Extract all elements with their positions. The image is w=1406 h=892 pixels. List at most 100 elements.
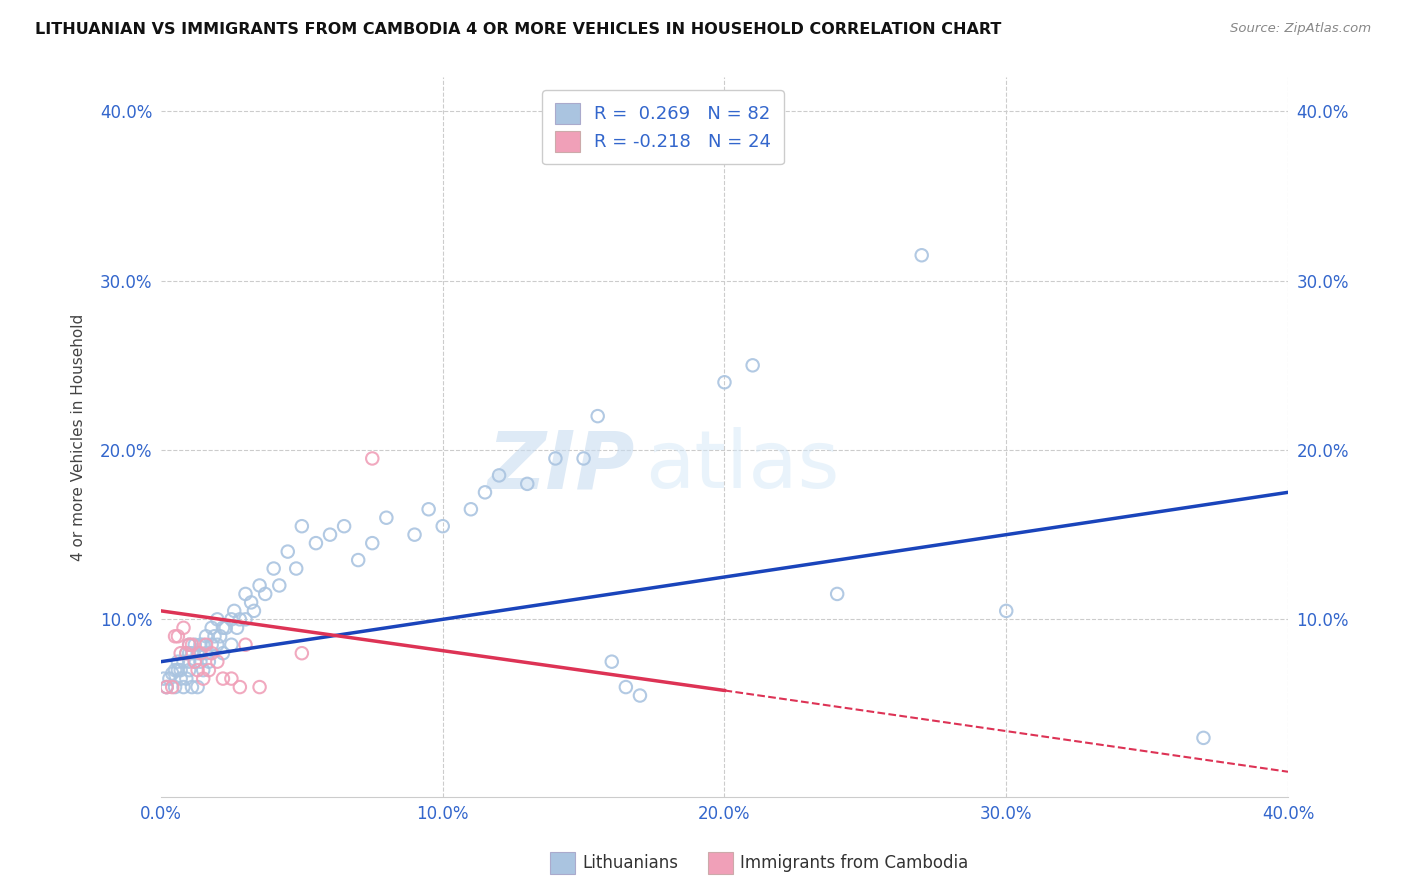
Point — [181, 646, 204, 660]
Point — [254, 587, 277, 601]
Point — [269, 578, 291, 592]
Point — [572, 451, 595, 466]
Point — [193, 638, 215, 652]
Point — [181, 638, 204, 652]
Point — [190, 638, 212, 652]
Point — [207, 638, 229, 652]
Point — [160, 680, 183, 694]
Point — [195, 638, 218, 652]
Point — [195, 646, 218, 660]
Point — [995, 604, 1018, 618]
Point — [187, 663, 209, 677]
Point — [235, 587, 257, 601]
Point — [224, 604, 246, 618]
Point — [195, 629, 218, 643]
Point — [911, 248, 934, 262]
Point — [516, 476, 538, 491]
Point — [375, 510, 398, 524]
Point — [167, 663, 190, 677]
Point — [179, 638, 201, 652]
Point — [825, 587, 848, 601]
Point — [184, 655, 207, 669]
Point — [160, 666, 183, 681]
Point — [167, 629, 190, 643]
Point — [418, 502, 440, 516]
Point — [614, 680, 637, 694]
Point — [212, 672, 235, 686]
Point — [291, 519, 314, 533]
Point — [152, 672, 174, 686]
Point — [235, 638, 257, 652]
Point — [181, 680, 204, 694]
Point — [176, 646, 198, 660]
Point — [170, 646, 193, 660]
Point — [221, 638, 243, 652]
Point — [187, 680, 209, 694]
Point — [488, 468, 510, 483]
Point — [221, 612, 243, 626]
Point — [305, 536, 328, 550]
Legend: R =  0.269   N = 82, R = -0.218   N = 24: R = 0.269 N = 82, R = -0.218 N = 24 — [541, 90, 785, 164]
Point — [432, 519, 454, 533]
Point — [190, 655, 212, 669]
Point — [201, 638, 224, 652]
Text: Lithuanians: Lithuanians — [582, 854, 678, 871]
Point — [229, 680, 252, 694]
Point — [460, 502, 482, 516]
Point — [285, 561, 308, 575]
Point — [277, 544, 299, 558]
Point — [404, 527, 426, 541]
Point — [229, 612, 252, 626]
Point — [179, 655, 201, 669]
Point — [173, 655, 195, 669]
Point — [1192, 731, 1215, 745]
Point — [170, 663, 193, 677]
Point — [165, 680, 187, 694]
Point — [167, 655, 190, 669]
Text: Source: ZipAtlas.com: Source: ZipAtlas.com — [1230, 22, 1371, 36]
Point — [221, 672, 243, 686]
Point — [198, 663, 221, 677]
Point — [155, 680, 177, 694]
Point — [193, 663, 215, 677]
Point — [207, 612, 229, 626]
Point — [291, 646, 314, 660]
Point — [176, 672, 198, 686]
Point — [201, 646, 224, 660]
Point — [179, 638, 201, 652]
Text: atlas: atlas — [645, 427, 839, 505]
Point — [333, 519, 356, 533]
Point — [190, 646, 212, 660]
Point — [212, 646, 235, 660]
Point — [165, 629, 187, 643]
Point — [193, 672, 215, 686]
Point — [600, 655, 623, 669]
Point — [243, 604, 266, 618]
Point — [173, 621, 195, 635]
Point — [184, 655, 207, 669]
Point — [165, 663, 187, 677]
Point — [263, 561, 285, 575]
Text: LITHUANIAN VS IMMIGRANTS FROM CAMBODIA 4 OR MORE VEHICLES IN HOUSEHOLD CORRELATI: LITHUANIAN VS IMMIGRANTS FROM CAMBODIA 4… — [35, 22, 1001, 37]
Point — [361, 451, 384, 466]
Point — [212, 621, 235, 635]
Point — [176, 646, 198, 660]
Point — [157, 672, 180, 686]
Point — [170, 672, 193, 686]
Point — [184, 638, 207, 652]
Point — [204, 629, 226, 643]
Point — [198, 655, 221, 669]
Point — [209, 629, 232, 643]
Point — [713, 376, 735, 390]
Text: Immigrants from Cambodia: Immigrants from Cambodia — [740, 854, 969, 871]
Point — [249, 680, 271, 694]
Point — [207, 655, 229, 669]
Point — [179, 646, 201, 660]
Point — [361, 536, 384, 550]
Y-axis label: 4 or more Vehicles in Household: 4 or more Vehicles in Household — [72, 314, 86, 561]
Point — [226, 621, 249, 635]
Point — [240, 595, 263, 609]
Point — [741, 359, 763, 373]
Point — [474, 485, 496, 500]
Point — [586, 409, 609, 424]
